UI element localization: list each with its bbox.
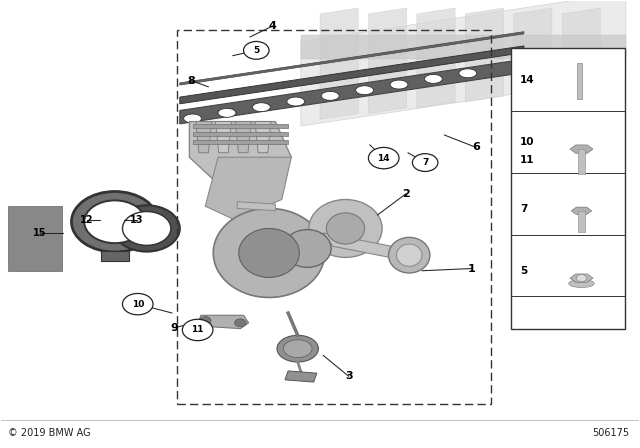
Polygon shape	[193, 124, 288, 128]
Ellipse shape	[396, 244, 422, 266]
Bar	[8, 206, 62, 271]
Ellipse shape	[356, 86, 374, 95]
Ellipse shape	[277, 335, 319, 362]
Polygon shape	[255, 121, 271, 153]
Ellipse shape	[184, 114, 202, 123]
Text: 9: 9	[171, 323, 179, 333]
Polygon shape	[216, 121, 232, 153]
Text: 11: 11	[520, 155, 535, 165]
Circle shape	[84, 200, 145, 243]
Circle shape	[72, 191, 158, 252]
Polygon shape	[237, 202, 275, 211]
Bar	[177, 30, 491, 404]
Polygon shape	[193, 140, 288, 144]
Ellipse shape	[284, 229, 331, 267]
Text: 3: 3	[345, 371, 353, 381]
Polygon shape	[417, 8, 455, 108]
Circle shape	[235, 319, 246, 327]
Ellipse shape	[459, 69, 477, 78]
Circle shape	[412, 154, 438, 172]
Text: 14: 14	[520, 75, 535, 86]
Text: 2: 2	[402, 189, 410, 199]
Bar	[577, 63, 582, 99]
Circle shape	[182, 319, 213, 340]
Polygon shape	[205, 157, 291, 220]
Ellipse shape	[321, 91, 339, 100]
Ellipse shape	[287, 97, 305, 106]
Polygon shape	[323, 233, 412, 262]
Circle shape	[122, 211, 171, 246]
Ellipse shape	[213, 208, 324, 297]
Text: 10: 10	[520, 137, 535, 147]
Bar	[578, 149, 586, 174]
Polygon shape	[285, 371, 317, 382]
Polygon shape	[180, 59, 524, 124]
Bar	[579, 211, 585, 232]
Polygon shape	[562, 8, 600, 90]
Polygon shape	[570, 274, 593, 282]
Polygon shape	[199, 315, 248, 329]
Polygon shape	[301, 0, 626, 126]
Circle shape	[577, 275, 587, 282]
Ellipse shape	[239, 228, 300, 277]
Ellipse shape	[326, 213, 365, 244]
Text: 15: 15	[33, 228, 46, 238]
Ellipse shape	[252, 103, 270, 112]
Text: 14: 14	[378, 154, 390, 163]
Text: 5: 5	[520, 266, 527, 276]
Circle shape	[122, 293, 153, 315]
Polygon shape	[320, 8, 358, 119]
Text: 7: 7	[422, 158, 428, 167]
Polygon shape	[196, 121, 212, 153]
Circle shape	[369, 147, 399, 169]
Bar	[100, 251, 129, 261]
Ellipse shape	[309, 199, 382, 258]
Ellipse shape	[284, 340, 312, 358]
Polygon shape	[369, 8, 406, 114]
Polygon shape	[465, 8, 504, 102]
Polygon shape	[514, 8, 552, 96]
Polygon shape	[570, 145, 593, 153]
Polygon shape	[193, 132, 288, 136]
Circle shape	[200, 317, 211, 325]
Text: © 2019 BMW AG: © 2019 BMW AG	[8, 428, 90, 438]
Ellipse shape	[218, 108, 236, 117]
Text: 13: 13	[131, 215, 144, 224]
Text: 506175: 506175	[592, 428, 629, 438]
Ellipse shape	[424, 74, 442, 83]
Polygon shape	[189, 121, 291, 184]
Text: 10: 10	[132, 300, 144, 309]
Text: 7: 7	[520, 204, 527, 215]
Text: 11: 11	[191, 325, 204, 335]
Ellipse shape	[390, 80, 408, 89]
Text: 6: 6	[472, 142, 480, 152]
Bar	[301, 35, 626, 59]
Text: 8: 8	[188, 76, 195, 86]
Polygon shape	[572, 207, 592, 215]
Polygon shape	[236, 121, 251, 153]
Ellipse shape	[388, 237, 430, 273]
Circle shape	[113, 205, 180, 252]
Text: 1: 1	[468, 263, 476, 274]
Circle shape	[244, 42, 269, 59]
Polygon shape	[180, 32, 524, 85]
Polygon shape	[180, 46, 524, 104]
Text: 4: 4	[269, 21, 276, 31]
Bar	[511, 48, 625, 329]
Ellipse shape	[569, 280, 594, 288]
Text: 5: 5	[253, 46, 259, 55]
Text: 12: 12	[80, 215, 93, 224]
